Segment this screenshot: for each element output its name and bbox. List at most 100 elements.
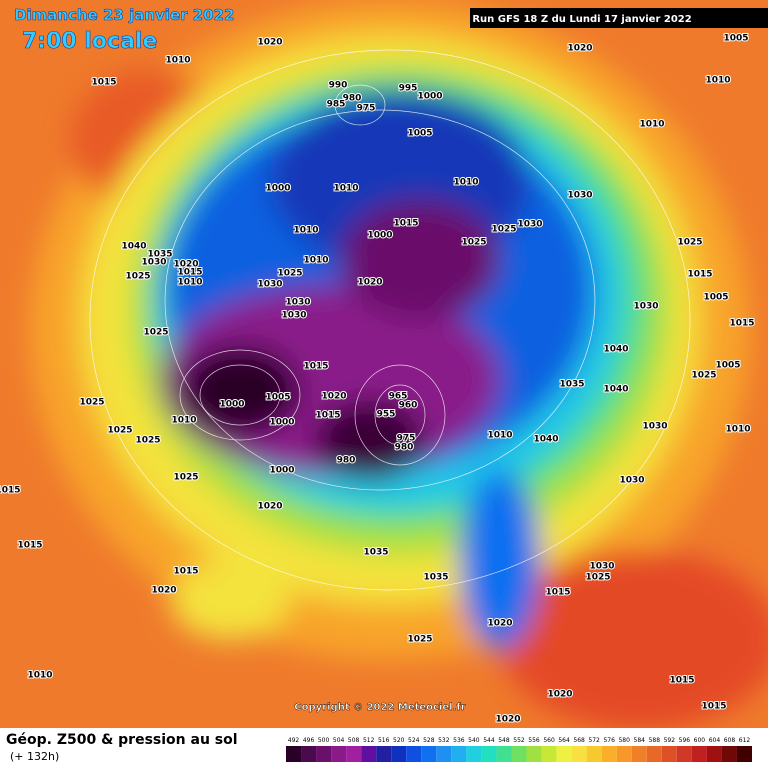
colorbar-swatch xyxy=(286,746,302,762)
colorbar-swatch xyxy=(526,746,542,762)
colorbar-swatch xyxy=(451,746,467,762)
colorbar-label: 536 xyxy=(453,737,465,744)
colorbar-swatch xyxy=(436,746,452,762)
isobar-label: 1010 xyxy=(165,56,190,66)
colorbar-label: 548 xyxy=(498,737,510,744)
colorbar-label: 492 xyxy=(288,737,300,744)
isobar-label: 1020 xyxy=(487,619,512,629)
isobar-label: 980 xyxy=(395,443,414,453)
isobar-label: 1010 xyxy=(293,226,318,236)
isobar-label: 995 xyxy=(399,84,418,94)
isobar-label: 1040 xyxy=(533,435,558,445)
colorbar-swatch xyxy=(466,746,482,762)
isobar-label: 1030 xyxy=(285,298,310,308)
map-time: 7:00 locale xyxy=(22,29,157,54)
isobar-label: 1015 xyxy=(701,702,726,712)
map-field xyxy=(0,0,768,730)
isobar-label: 1000 xyxy=(269,466,294,476)
isobar-label: 1025 xyxy=(107,426,132,436)
colorbar-label: 504 xyxy=(333,737,345,744)
isobar-label: 955 xyxy=(377,410,396,420)
colorbar-swatch xyxy=(391,746,407,762)
isobar-label: 1030 xyxy=(633,302,658,312)
isobar-label: 1015 xyxy=(17,541,42,551)
colorbar-swatch xyxy=(586,746,602,762)
colorbar-label: 572 xyxy=(588,737,600,744)
colorbar-label: 544 xyxy=(483,737,495,744)
isobar-label: 1010 xyxy=(27,671,52,681)
isobar-label: 1025 xyxy=(407,635,432,645)
footer-title: Géop. Z500 & pression au sol xyxy=(6,732,238,748)
isobar-label: 1010 xyxy=(453,178,478,188)
isobar-label: 1015 xyxy=(315,411,340,421)
colorbar-label: 612 xyxy=(739,737,751,744)
isobar-label: 1000 xyxy=(417,92,442,102)
colorbar-label: 596 xyxy=(679,737,691,744)
colorbar-label: 528 xyxy=(423,737,435,744)
colorbar-swatch xyxy=(601,746,617,762)
colorbar-swatch xyxy=(331,746,347,762)
isobar-label: 1020 xyxy=(357,278,382,288)
isobar-label: 1030 xyxy=(281,311,306,321)
isobar-label: 1025 xyxy=(135,436,160,446)
isobar-label: 1025 xyxy=(173,473,198,483)
isobar-label: 1015 xyxy=(393,219,418,229)
colorbar-swatch xyxy=(556,746,572,762)
colorbar-label: 584 xyxy=(634,737,646,744)
colorbar-swatch xyxy=(481,746,497,762)
colorbar-label: 512 xyxy=(363,737,375,744)
colorbar-swatch xyxy=(736,746,752,762)
isobar-label: 1010 xyxy=(639,120,664,130)
isobar-label: 1025 xyxy=(585,573,610,583)
isobar-label: 1025 xyxy=(461,238,486,248)
colorbar-swatch xyxy=(691,746,707,762)
isobar-label: 1025 xyxy=(677,238,702,248)
colorbar-label: 516 xyxy=(378,737,390,744)
isobar-label: 1025 xyxy=(491,225,516,235)
colorbar-swatch xyxy=(496,746,512,762)
isobar-label: 985 xyxy=(327,100,346,110)
isobar-label: 1010 xyxy=(303,256,328,266)
colorbar-label: 560 xyxy=(543,737,555,744)
isobar-label: 1015 xyxy=(687,270,712,280)
colorbar-swatch xyxy=(721,746,737,762)
colorbar-label: 520 xyxy=(393,737,405,744)
footer-subtitle: (+ 132h) xyxy=(10,750,59,763)
colorbar-label: 608 xyxy=(724,737,736,744)
isobar-label: 1040 xyxy=(603,385,628,395)
copyright: Copyright © 2022 Meteociel.fr xyxy=(294,702,465,713)
isobar-label: 1010 xyxy=(333,184,358,194)
colorbar-label: 500 xyxy=(318,737,330,744)
isobar-label: 1005 xyxy=(715,361,740,371)
colorbar-label: 580 xyxy=(618,737,630,744)
colorbar-label: 592 xyxy=(664,737,676,744)
isobar-label: 1020 xyxy=(321,392,346,402)
map-title: Dimanche 23 janvier 2022 xyxy=(14,6,235,24)
isobar-label: 1000 xyxy=(219,400,244,410)
colorbar-label: 508 xyxy=(348,737,360,744)
isobar-label: 1040 xyxy=(121,242,146,252)
isobar-label: 1005 xyxy=(407,129,432,139)
isobar-label: 1025 xyxy=(79,398,104,408)
isobar-label: 1015 xyxy=(729,319,754,329)
isobar-label: 965 xyxy=(389,392,408,402)
colorbar-label: 604 xyxy=(709,737,721,744)
colorbar-label: 540 xyxy=(468,737,480,744)
isobar-label: 1020 xyxy=(547,690,572,700)
isobar-label: 1035 xyxy=(147,250,172,260)
colorbar-swatch xyxy=(376,746,392,762)
run-info: Run GFS 18 Z du Lundi 17 janvier 2022 xyxy=(472,14,691,25)
colorbar-swatch xyxy=(541,746,557,762)
isobar-label: 1015 xyxy=(177,268,202,278)
colorbar-swatch xyxy=(616,746,632,762)
colorbar-swatch xyxy=(301,746,317,762)
isobar-label: 1030 xyxy=(517,220,542,230)
colorbar-swatch xyxy=(511,746,527,762)
isobar-label: 1010 xyxy=(705,76,730,86)
isobar-label: 1020 xyxy=(495,715,520,725)
isobar-label: 1030 xyxy=(619,476,644,486)
isobar-label: 1030 xyxy=(642,422,667,432)
isobar-label: 1035 xyxy=(559,380,584,390)
